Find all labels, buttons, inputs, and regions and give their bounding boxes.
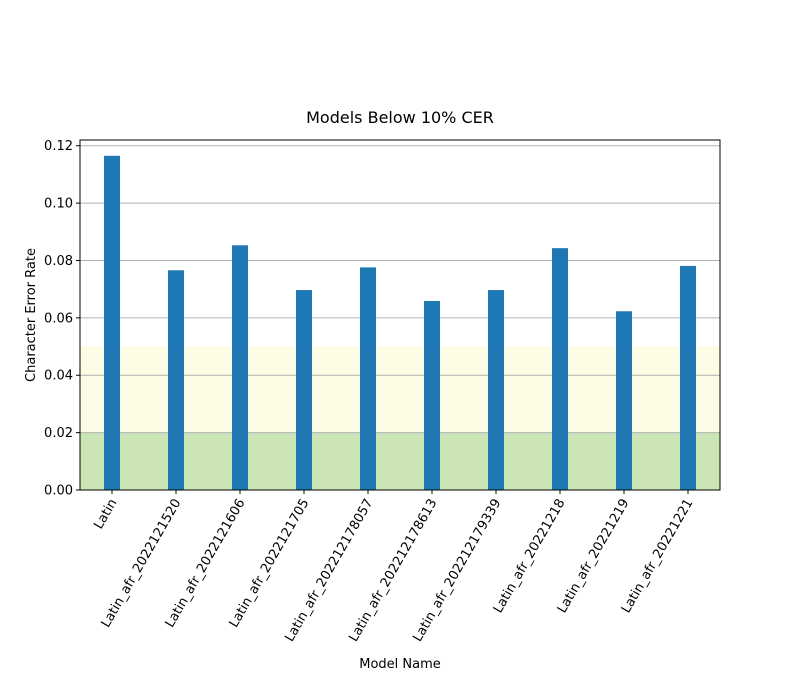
threshold-bands — [80, 346, 720, 490]
x-tick-label: Latin_afr_20221218 — [491, 497, 569, 616]
y-tick-label: 0.00 — [44, 484, 73, 499]
y-tick-label: 0.10 — [44, 197, 73, 212]
x-axis-label: Model Name — [359, 657, 441, 672]
y-tick-label: 0.02 — [44, 426, 73, 441]
bar-Latin_afr_20221219 — [616, 311, 632, 490]
chart-title: Models Below 10% CER — [306, 108, 494, 127]
bar-Latin_afr_2022121606 — [232, 245, 248, 490]
x-tick-label: Latin_afr_20221219 — [555, 497, 633, 616]
bar-Latin_afr_202212179339 — [488, 290, 504, 490]
threshold-band-1 — [80, 346, 720, 433]
bar-Latin_afr_20221218 — [552, 248, 568, 490]
y-axis-ticks: 0.00 0.02 0.04 0.06 0.08 0.10 0.12 — [44, 139, 80, 499]
bar-Latin_afr_202212178057 — [360, 267, 376, 490]
y-axis-label: Character Error Rate — [24, 248, 39, 382]
x-axis-ticks: LatinLatin_afr_2022121520Latin_afr_20221… — [91, 490, 696, 645]
bars — [104, 155, 696, 490]
bar-Latin — [104, 155, 120, 490]
bar-Latin_afr_2022121705 — [296, 290, 312, 490]
y-tick-label: 0.12 — [44, 139, 73, 154]
x-tick-label: Latin — [91, 497, 120, 532]
plot-frame — [79, 139, 721, 491]
bar-Latin_afr_2022121520 — [168, 270, 184, 490]
y-tick-label: 0.06 — [44, 311, 73, 326]
bar-Latin_afr_20221221 — [680, 265, 696, 490]
threshold-band-0 — [80, 432, 720, 490]
bar-Latin_afr_202212178613 — [424, 300, 440, 490]
y-tick-label: 0.08 — [44, 254, 73, 269]
x-tick-label: Latin_afr_20221221 — [619, 497, 697, 616]
y-tick-label: 0.04 — [44, 369, 73, 384]
